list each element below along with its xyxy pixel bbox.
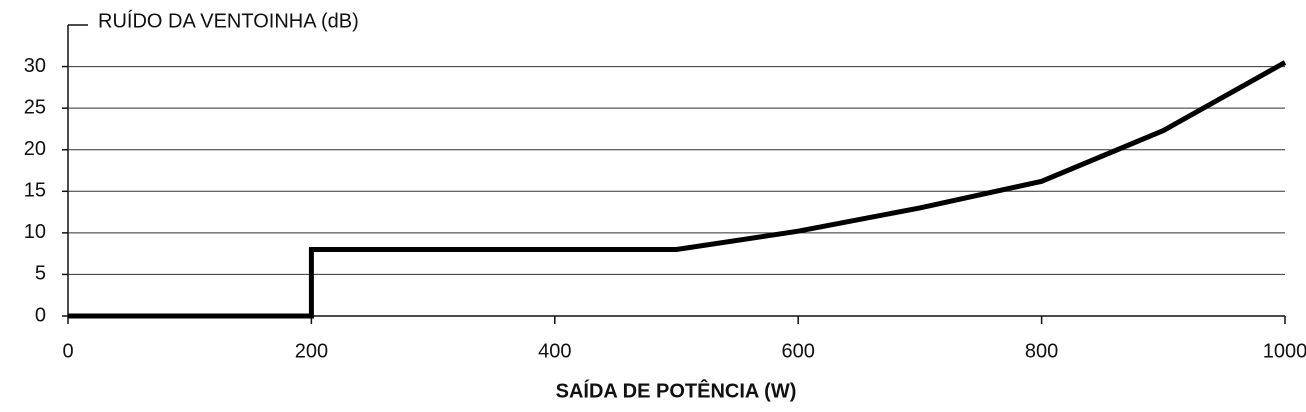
y-tick-label: 20 <box>24 138 46 160</box>
x-tick-label: 600 <box>782 340 815 362</box>
y-axis-title: RUÍDO DA VENTOINHA (dB) <box>98 9 359 32</box>
x-tick-label: 400 <box>538 340 571 362</box>
x-tick-label: 200 <box>295 340 328 362</box>
x-axis-title: SAÍDA DE POTÊNCIA (W) <box>556 378 797 402</box>
y-tick-label: 25 <box>24 96 46 118</box>
y-tick-label: 10 <box>24 221 46 243</box>
y-tick-label: 30 <box>24 55 46 77</box>
y-tick-label: 15 <box>24 180 46 202</box>
y-tick-label: 5 <box>35 263 46 285</box>
data-line <box>68 60 1287 319</box>
x-tick-label: 1000 <box>1263 340 1306 362</box>
x-tick-label: 800 <box>1025 340 1058 362</box>
y-tick-label: 0 <box>35 304 46 326</box>
x-tick-label: 0 <box>62 340 73 362</box>
